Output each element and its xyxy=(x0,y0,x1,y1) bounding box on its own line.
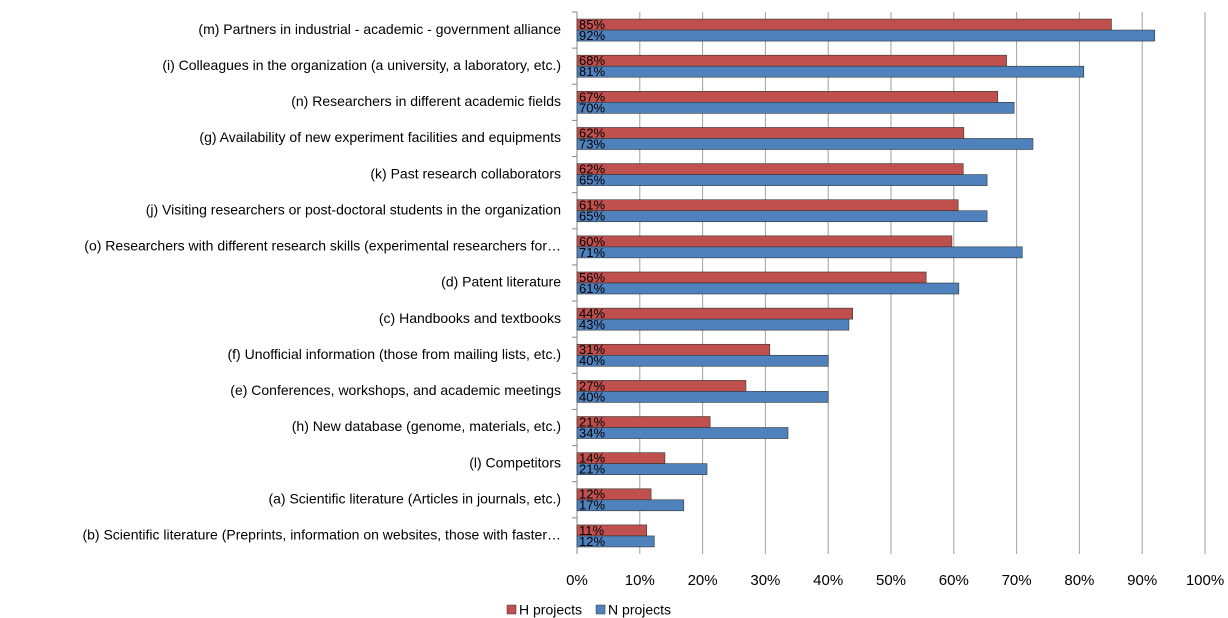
bar xyxy=(576,127,965,139)
value-label: 43% xyxy=(579,317,605,332)
x-tick-label: 100% xyxy=(1186,572,1224,589)
bar xyxy=(576,29,1156,42)
x-tick-label: 90% xyxy=(1127,572,1157,589)
x-tick-label: 80% xyxy=(1064,572,1094,589)
legend-label: N projects xyxy=(608,602,671,618)
value-label: 73% xyxy=(579,136,605,151)
bar xyxy=(576,65,1085,78)
value-label: 56% xyxy=(579,270,605,285)
x-tick-label: 60% xyxy=(939,572,969,589)
bar xyxy=(576,343,771,356)
value-label: 12% xyxy=(579,487,605,502)
value-label: 62% xyxy=(579,125,605,140)
category-label: (f) Unofficial information (those from m… xyxy=(227,346,561,362)
bar xyxy=(576,271,927,284)
bar xyxy=(576,174,988,186)
bar xyxy=(576,354,829,367)
bar xyxy=(576,163,964,175)
category-label: (i) Colleagues in the organization (a un… xyxy=(162,57,561,73)
value-label: 60% xyxy=(579,234,605,249)
value-label: 31% xyxy=(579,342,605,357)
value-label: 67% xyxy=(579,89,605,104)
bar xyxy=(576,199,959,212)
value-label: 65% xyxy=(579,209,605,224)
bar xyxy=(576,138,1034,150)
value-label: 65% xyxy=(579,173,605,188)
bar xyxy=(576,463,708,475)
value-label: 62% xyxy=(579,162,605,177)
value-label: 14% xyxy=(579,451,605,466)
value-label: 61% xyxy=(579,198,605,213)
value-label: 44% xyxy=(579,306,605,321)
bar xyxy=(576,282,960,295)
category-label: (e) Conferences, workshops, and academic… xyxy=(230,382,561,398)
x-tick-label: 0% xyxy=(566,572,588,589)
value-label: 21% xyxy=(579,462,605,477)
bar xyxy=(576,535,655,548)
category-label: (c) Handbooks and textbooks xyxy=(379,310,561,326)
value-label: 71% xyxy=(579,245,605,260)
x-tick-label: 10% xyxy=(625,572,655,589)
value-label: 61% xyxy=(579,281,605,296)
category-label: (a) Scientific literature (Articles in j… xyxy=(268,491,561,507)
value-label: 68% xyxy=(579,53,605,68)
category-label: (k) Past research collaborators xyxy=(370,165,561,181)
value-label: 81% xyxy=(579,64,605,79)
bar xyxy=(576,499,685,512)
value-label: 40% xyxy=(579,389,605,404)
x-tick-label: 50% xyxy=(876,572,906,589)
bar xyxy=(576,318,850,331)
bar xyxy=(576,210,988,223)
bar xyxy=(576,246,1023,259)
value-label: 27% xyxy=(579,378,605,393)
category-label: (b) Scientific literature (Preprints, in… xyxy=(82,527,561,543)
value-label: 40% xyxy=(579,353,605,368)
category-label: (j) Visiting researchers or post-doctora… xyxy=(146,201,561,217)
x-tick-label: 30% xyxy=(750,572,780,589)
value-label: 85% xyxy=(579,17,605,32)
legend-swatch xyxy=(595,604,606,615)
bar xyxy=(576,18,1112,31)
x-tick-label: 40% xyxy=(813,572,843,589)
category-label: (d) Patent literature xyxy=(441,274,561,290)
value-label: 21% xyxy=(579,414,605,429)
value-label: 92% xyxy=(579,28,605,43)
value-label: 12% xyxy=(579,534,605,549)
category-label: (g) Availability of new experiment facil… xyxy=(199,129,561,145)
category-label: (m) Partners in industrial - academic - … xyxy=(198,21,561,37)
bar xyxy=(576,102,1015,114)
value-label: 34% xyxy=(579,425,605,440)
category-label: (o) Researchers with different research … xyxy=(84,238,561,254)
bar xyxy=(576,391,829,403)
legend-label: H projects xyxy=(519,602,582,618)
bar xyxy=(576,427,789,439)
bar xyxy=(576,235,953,248)
bar xyxy=(576,54,1007,67)
value-label: 70% xyxy=(579,100,605,115)
category-label: (n) Researchers in different academic fi… xyxy=(291,93,561,109)
bar xyxy=(576,91,999,103)
x-tick-label: 20% xyxy=(688,572,718,589)
value-label: 11% xyxy=(579,523,604,538)
x-tick-label: 70% xyxy=(1002,572,1032,589)
category-label: (l) Competitors xyxy=(469,454,561,470)
legend-swatch xyxy=(506,604,517,615)
bar xyxy=(576,307,853,320)
category-label: (h) New database (genome, materials, etc… xyxy=(292,418,561,434)
value-label: 17% xyxy=(579,498,605,513)
